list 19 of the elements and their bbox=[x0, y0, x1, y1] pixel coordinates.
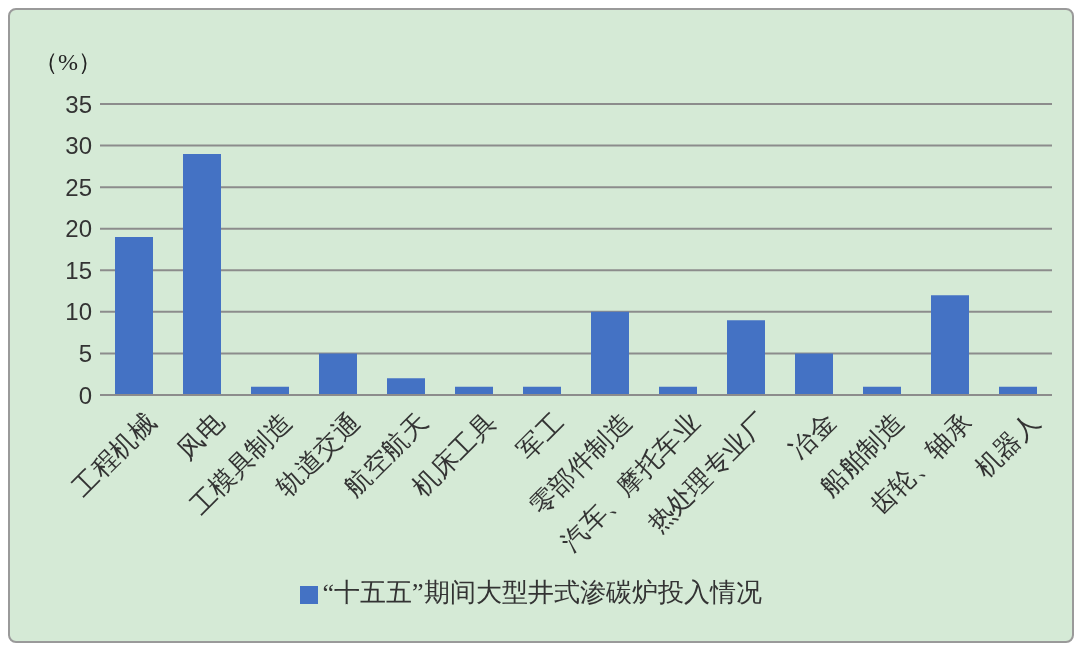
y-tick-label: 10 bbox=[65, 298, 92, 326]
bar bbox=[115, 237, 153, 395]
y-tick-label: 30 bbox=[65, 132, 92, 160]
y-tick-label: 5 bbox=[78, 339, 92, 367]
bar bbox=[387, 378, 425, 395]
y-tick-label: 0 bbox=[78, 381, 92, 409]
y-tick-label: 25 bbox=[65, 173, 92, 201]
legend-label: “十五五”期间大型井式渗碳炉投入情况 bbox=[322, 578, 762, 607]
y-tick-label: 35 bbox=[65, 90, 92, 118]
bar bbox=[183, 153, 221, 395]
y-axis-title: （%） bbox=[34, 48, 102, 77]
bar bbox=[319, 353, 357, 395]
bar bbox=[727, 320, 765, 395]
y-tick-label: 15 bbox=[65, 256, 92, 284]
x-tick-label: 工程机械 bbox=[67, 407, 162, 502]
y-tick-label: 20 bbox=[65, 215, 92, 243]
bar bbox=[591, 311, 629, 395]
bar bbox=[795, 353, 833, 395]
bar bbox=[931, 295, 969, 395]
